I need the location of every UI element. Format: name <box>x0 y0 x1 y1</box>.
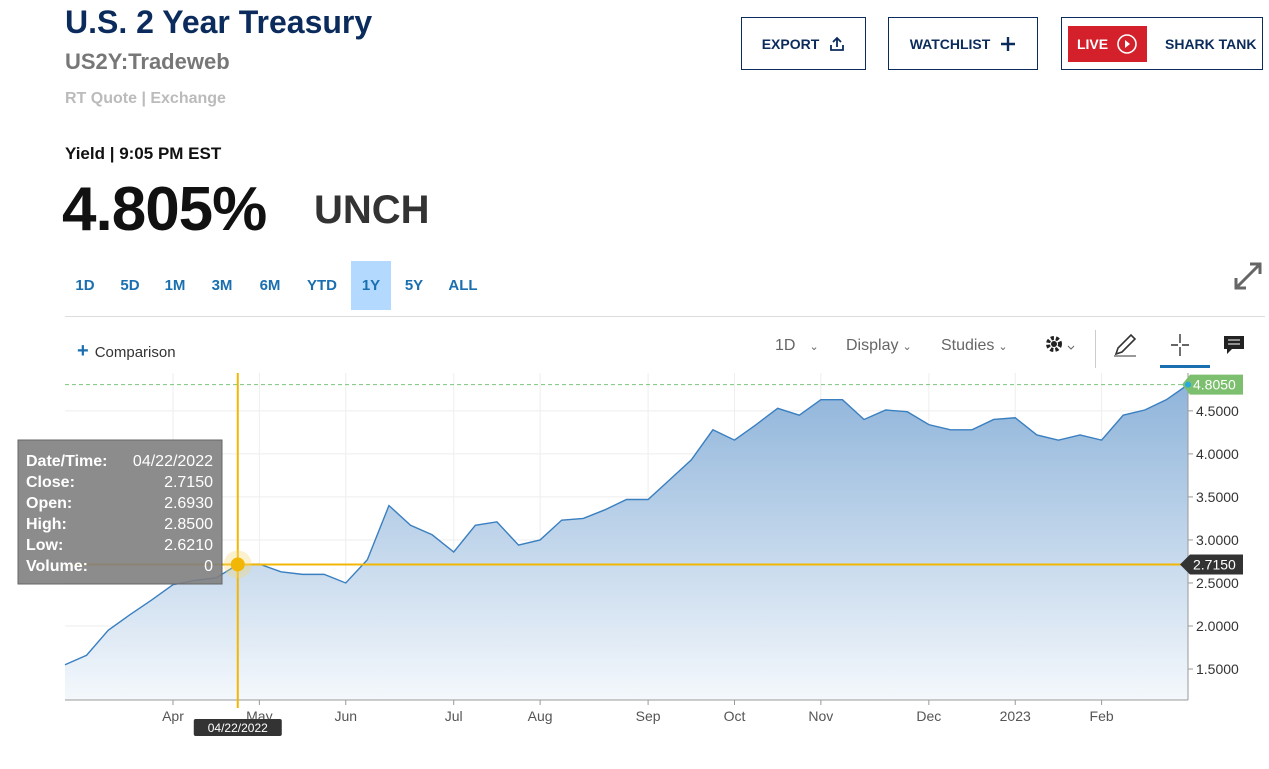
last-value-label: 4.8050 <box>1193 377 1236 393</box>
x-tick-label: 2023 <box>1000 708 1031 724</box>
crosshair-tool[interactable] <box>1160 330 1210 368</box>
expand-icon[interactable] <box>1232 260 1264 292</box>
watchlist-button[interactable]: WATCHLIST <box>888 17 1038 70</box>
range-button[interactable]: 5D <box>120 277 140 294</box>
tooltip-box <box>17 439 223 585</box>
y-tick-label: 4.5000 <box>1196 403 1239 419</box>
studies-menu[interactable]: Studies ⌄ <box>941 337 1008 354</box>
export-button[interactable]: EXPORT <box>741 17 866 70</box>
watchlist-label: WATCHLIST <box>909 35 991 52</box>
range-button[interactable]: ALL <box>448 277 478 294</box>
x-tick-label: Apr <box>162 708 184 724</box>
source: RT Quote | Exchange <box>65 90 226 107</box>
plus-icon <box>1001 36 1016 51</box>
title: U.S. 2 Year Treasury <box>65 4 373 40</box>
x-tick-label: Aug <box>528 708 553 724</box>
tooltip-value: 2.6210 <box>164 537 213 554</box>
tooltip-key: Volume: <box>26 558 88 575</box>
quote-price: 4.805% <box>62 175 267 244</box>
play-icon <box>1117 33 1137 54</box>
tooltip-key: Close: <box>26 474 75 491</box>
divider <box>65 316 1265 317</box>
range-button[interactable]: 1M <box>164 277 186 294</box>
show-label: SHARK TANK <box>1165 35 1257 52</box>
interval-menu[interactable]: 1D ⌄ <box>775 337 819 354</box>
x-tick-label: Dec <box>916 708 941 724</box>
y-tick-label: 2.5000 <box>1196 575 1239 591</box>
export-label: EXPORT <box>761 35 820 52</box>
x-tick-label: Oct <box>724 708 746 724</box>
quote-label: Yield | 9:05 PM EST <box>65 144 222 163</box>
chart: 1.5000 2.0000 2.5000 3.0000 3.5000 4.0000 4.50… <box>17 373 1243 736</box>
last-value-dot <box>1185 381 1191 388</box>
comparison-button[interactable]: + Comparison <box>77 340 176 362</box>
live-badge: LIVE <box>1068 25 1147 62</box>
live-button[interactable]: LIVE SHARK TANK <box>1061 17 1263 70</box>
crosshair-y-label: 2.7150 <box>1193 556 1236 572</box>
studies-label: Studies <box>941 337 995 354</box>
tooltip-value: 04/22/2022 <box>133 453 213 470</box>
y-tick-label: 1.5000 <box>1196 661 1239 677</box>
tooltip-value: 2.6930 <box>164 495 213 512</box>
comparison-label: Comparison <box>94 344 176 361</box>
display-menu[interactable]: Display ⌄ <box>846 337 912 354</box>
tooltip-key: High: <box>26 516 67 533</box>
x-tick-label: Nov <box>808 708 833 724</box>
interval-label: 1D <box>775 337 796 354</box>
crosshair-dot <box>230 557 245 572</box>
range-button[interactable]: 1D <box>75 277 95 294</box>
settings-icon[interactable] <box>1044 334 1080 358</box>
range-button[interactable]: 1Y <box>351 261 391 310</box>
symbol: US2Y:Tradeweb <box>65 49 230 74</box>
toolbar-separator <box>1095 330 1096 368</box>
y-tick-label: 2.0000 <box>1196 618 1239 634</box>
range-button[interactable]: YTD <box>307 277 337 294</box>
x-tick-label: Sep <box>636 708 661 724</box>
y-tick-label: 3.5000 <box>1196 489 1239 505</box>
range-button[interactable]: 5Y <box>404 277 424 294</box>
x-tick-label: Jun <box>334 708 357 724</box>
crosshair-x-tag <box>193 719 282 736</box>
quote-change: UNCH <box>314 188 430 232</box>
crosshair-x-label: 04/22/2022 <box>208 721 268 735</box>
last-value-tag <box>1182 374 1243 395</box>
tooltip-key: Open: <box>26 495 72 512</box>
y-tick-label: 4.0000 <box>1196 446 1239 462</box>
tooltip-key: Low: <box>26 537 63 554</box>
crosshair-y-tag <box>1180 554 1243 575</box>
tooltip-value: 2.8500 <box>164 516 213 533</box>
display-label: Display <box>846 337 899 354</box>
x-tick-label: Feb <box>1090 708 1114 724</box>
tooltip-value: 0 <box>204 558 213 575</box>
area-fill <box>65 384 1188 700</box>
comment-icon[interactable] <box>1222 334 1246 356</box>
live-label: LIVE <box>1076 35 1109 52</box>
range-button[interactable]: 6M <box>259 277 281 294</box>
x-tick-label: Jul <box>445 708 463 724</box>
tooltip-value: 2.7150 <box>164 474 213 491</box>
range-button[interactable]: 3M <box>211 277 233 294</box>
draw-icon[interactable] <box>1112 332 1140 358</box>
y-tick-label: 3.0000 <box>1196 532 1239 548</box>
export-icon <box>830 36 845 51</box>
tooltip-key: Date/Time: <box>26 453 108 470</box>
